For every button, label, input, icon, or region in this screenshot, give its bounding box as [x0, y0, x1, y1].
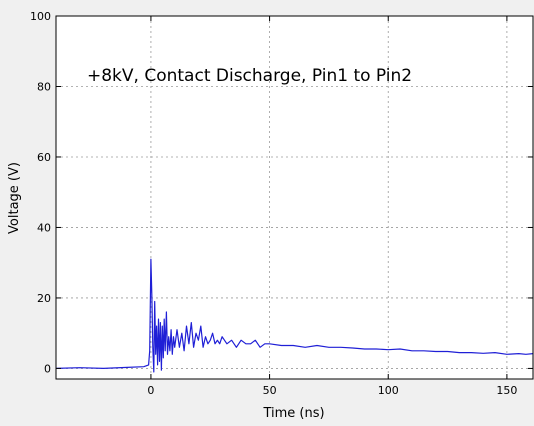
y-tick-label: 40 — [37, 221, 51, 234]
y-tick-label: 20 — [37, 292, 51, 305]
y-tick-label: 80 — [37, 80, 51, 93]
y-tick-label: 0 — [44, 362, 51, 375]
x-tick-label: 150 — [496, 384, 517, 397]
y-tick-label: 60 — [37, 151, 51, 164]
x-tick-label: 100 — [378, 384, 399, 397]
plot-frame — [55, 15, 534, 380]
y-axis-label: Voltage (V) — [7, 162, 22, 234]
y-tick-label: 100 — [30, 10, 51, 23]
voltage-series-line — [55, 258, 534, 373]
annotation-text: +8kV, Contact Discharge, Pin1 to Pin2 — [87, 66, 412, 86]
x-tick-label: 50 — [263, 384, 277, 397]
series-layer — [55, 258, 534, 373]
x-axis-label: Time (ns) — [262, 406, 324, 421]
plot-background — [56, 16, 533, 379]
x-tick-label: 0 — [147, 384, 154, 397]
grid-lines — [56, 15, 533, 379]
tick-layer: 0 50 100 150 0 20 40 60 80 100 — [30, 10, 533, 397]
